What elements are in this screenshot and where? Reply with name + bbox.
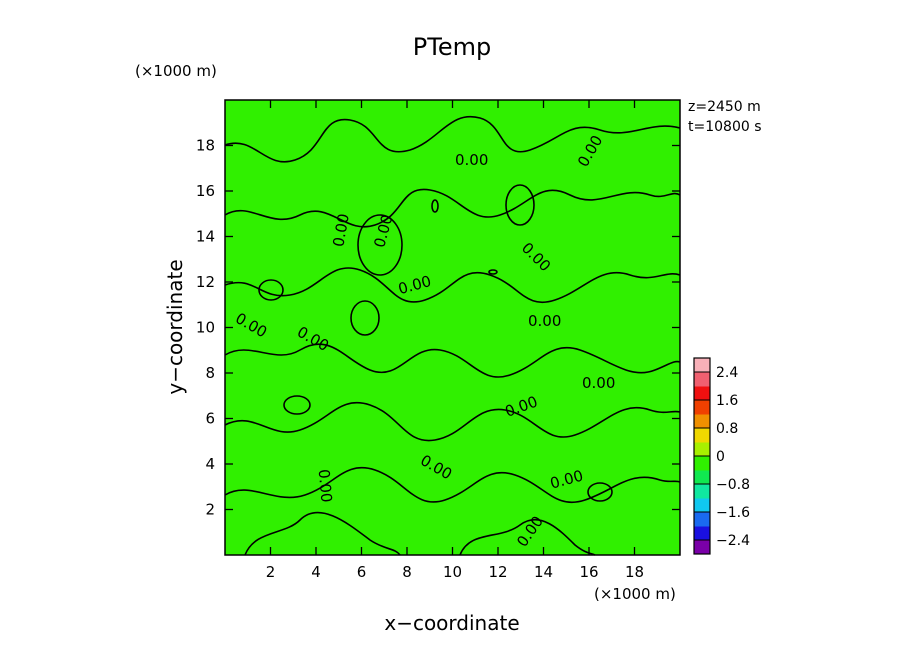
colorbar-segment bbox=[694, 540, 710, 555]
y-axis: 2 4 6 8 10 12 14 16 18 bbox=[196, 137, 680, 519]
contour-loop bbox=[283, 395, 311, 415]
colorbar-segment bbox=[694, 484, 710, 499]
plot-area: 0.00 0.00 0.00 0.00 0.00 0.00 0.00 0.00 … bbox=[224, 99, 681, 556]
contour-line bbox=[224, 402, 681, 442]
contour-label: 0.00 bbox=[455, 151, 488, 169]
colorbar-segment bbox=[694, 386, 710, 401]
y-tick-label: 14 bbox=[196, 228, 215, 246]
x-tick-label: 16 bbox=[579, 563, 598, 581]
colorbar-segment bbox=[694, 470, 710, 485]
contour-loop bbox=[258, 279, 284, 301]
y-tick-label: 8 bbox=[205, 364, 215, 382]
colorbar-tick-label: −2.4 bbox=[716, 533, 750, 549]
y-tick-label: 10 bbox=[196, 319, 215, 337]
contour-line bbox=[244, 511, 401, 556]
colorbar-tick-label: 0 bbox=[716, 449, 725, 465]
t-annotation: t=10800 s bbox=[688, 119, 762, 135]
z-annotation: z=2450 m bbox=[688, 99, 761, 115]
contour-label: 0.00 bbox=[528, 312, 561, 330]
y-tick-label: 12 bbox=[196, 273, 215, 291]
y-tick-label: 18 bbox=[196, 137, 215, 155]
x-tick-label: 10 bbox=[443, 563, 462, 581]
x-tick-label: 12 bbox=[488, 563, 507, 581]
colorbar-tick-label: 0.8 bbox=[716, 421, 738, 437]
contour-label: 0.00 bbox=[582, 374, 615, 392]
colorbar-segment bbox=[694, 498, 710, 513]
x-unit-label: (×1000 m) bbox=[594, 585, 676, 603]
y-tick-label: 4 bbox=[205, 455, 215, 473]
y-axis-label: y−coordinate bbox=[163, 259, 187, 394]
x-tick-label: 6 bbox=[357, 563, 367, 581]
colorbar-segment bbox=[694, 442, 710, 457]
x-axis-label: x−coordinate bbox=[384, 611, 519, 635]
contour-line bbox=[459, 518, 596, 556]
contour-line bbox=[224, 343, 681, 378]
contour-line bbox=[224, 267, 681, 303]
colorbar: 2.4 1.6 0.8 0 −0.8 −1.6 −2.4 bbox=[693, 357, 750, 555]
x-tick-label: 18 bbox=[625, 563, 644, 581]
colorbar-segment bbox=[694, 414, 710, 429]
x-axis: 2 4 6 8 10 12 14 16 18 bbox=[266, 100, 644, 581]
x-tick-label: 8 bbox=[402, 563, 412, 581]
colorbar-segment bbox=[694, 456, 710, 471]
x-tick-label: 14 bbox=[534, 563, 553, 581]
contour-loop bbox=[357, 214, 403, 276]
contour-label: 0.00 bbox=[315, 468, 336, 503]
contour-line bbox=[224, 188, 681, 228]
colorbar-segment bbox=[694, 400, 710, 415]
colorbar-segment bbox=[694, 512, 710, 527]
contour-loop bbox=[488, 269, 498, 275]
x-tick-label: 4 bbox=[311, 563, 321, 581]
contour-loop bbox=[431, 199, 439, 213]
y-tick-label: 16 bbox=[196, 182, 215, 200]
contour-label: 0.00 bbox=[329, 212, 353, 248]
y-tick-label: 6 bbox=[205, 410, 215, 428]
colorbar-segment bbox=[694, 526, 710, 541]
y-tick-label: 2 bbox=[205, 501, 215, 519]
contour-line bbox=[224, 115, 681, 163]
x-tick-label: 2 bbox=[266, 563, 276, 581]
contour-line bbox=[224, 467, 681, 503]
colorbar-tick-label: −1.6 bbox=[716, 505, 750, 521]
y-unit-label: (×1000 m) bbox=[135, 62, 217, 80]
colorbar-segment bbox=[694, 428, 710, 443]
contour-loop bbox=[505, 184, 535, 226]
colorbar-tick-label: 1.6 bbox=[716, 393, 738, 409]
chart-title: PTemp bbox=[413, 33, 491, 61]
field-fill bbox=[225, 100, 680, 555]
contour-loop bbox=[587, 482, 613, 502]
contour-loop bbox=[350, 300, 380, 336]
colorbar-tick-label: −0.8 bbox=[716, 477, 750, 493]
colorbar-tick-label: 2.4 bbox=[716, 365, 738, 381]
colorbar-segment bbox=[694, 372, 710, 387]
colorbar-segment bbox=[694, 358, 710, 373]
contours bbox=[224, 115, 681, 556]
